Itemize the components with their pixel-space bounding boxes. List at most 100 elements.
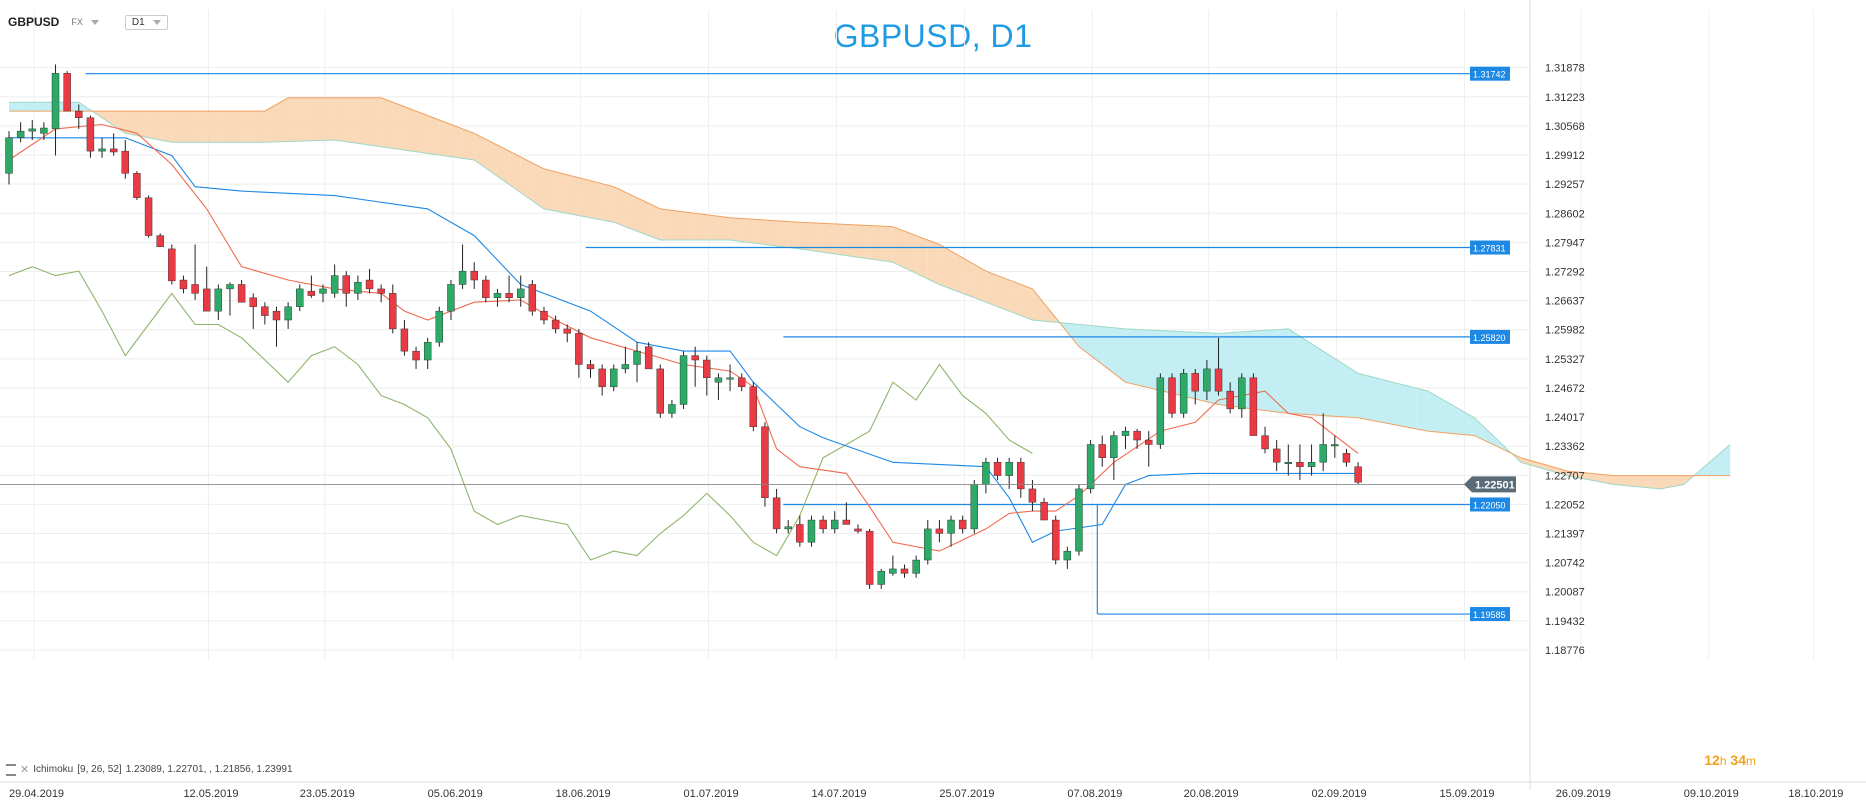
kumo-segment bbox=[288, 97, 300, 142]
candle-body bbox=[28, 128, 36, 132]
y-tick-label: 1.22052 bbox=[1545, 499, 1585, 511]
timeframe-select[interactable]: D1 bbox=[124, 14, 168, 30]
kumo-segment bbox=[927, 240, 940, 285]
candle-body bbox=[75, 110, 83, 118]
x-tick-label: 07.08.2019 bbox=[1067, 788, 1122, 800]
kumo-segment bbox=[1009, 280, 1021, 316]
candle-body bbox=[98, 148, 106, 152]
candle-body bbox=[330, 275, 339, 294]
kumo-segment bbox=[567, 174, 579, 216]
kumo-segment bbox=[1544, 464, 1556, 473]
senkou-b-line bbox=[9, 97, 1731, 477]
candle-body bbox=[1296, 462, 1304, 467]
kumo-segment bbox=[1323, 351, 1335, 417]
kumo-segment bbox=[660, 208, 672, 241]
candle-body bbox=[51, 73, 60, 130]
candle-body bbox=[1272, 448, 1281, 463]
candle-body bbox=[191, 284, 199, 294]
kumo-segment bbox=[1404, 385, 1417, 429]
kumo-segment bbox=[590, 180, 603, 221]
kumo-segment bbox=[962, 257, 975, 298]
y-tick-label: 1.29257 bbox=[1545, 179, 1585, 191]
candle-body bbox=[1214, 368, 1223, 392]
candle-body bbox=[679, 355, 688, 405]
candle-body bbox=[807, 519, 816, 543]
candle-body bbox=[447, 284, 455, 312]
candle-body bbox=[1121, 430, 1130, 436]
x-tick-label: 29.04.2019 bbox=[9, 788, 64, 800]
kumo-segment bbox=[1346, 365, 1359, 418]
level-label-bg bbox=[1470, 240, 1510, 255]
candle-body bbox=[296, 288, 304, 307]
kumo-segment bbox=[1288, 328, 1300, 415]
kumo-segment bbox=[392, 102, 405, 151]
candle-body bbox=[621, 364, 630, 370]
candle-body bbox=[389, 293, 397, 330]
kumo-segment bbox=[311, 97, 324, 141]
candle-body bbox=[563, 328, 571, 334]
countdown-hours: 12 bbox=[1704, 752, 1720, 768]
candle-body bbox=[249, 297, 257, 307]
kumo-segment bbox=[427, 115, 440, 156]
kumo-segment bbox=[9, 102, 21, 112]
kumo-segment bbox=[1392, 382, 1405, 427]
candle-body bbox=[598, 368, 606, 387]
kumo-segment bbox=[183, 111, 196, 143]
kumo-segment bbox=[334, 97, 347, 142]
kumo-segment bbox=[346, 97, 358, 144]
kumo-segment bbox=[520, 157, 533, 201]
candle-body bbox=[377, 288, 385, 294]
countdown-minutes-unit: m bbox=[1746, 754, 1756, 768]
candle-body bbox=[668, 404, 676, 414]
candle-body bbox=[1017, 462, 1025, 490]
kumo-segment bbox=[1648, 475, 1661, 489]
kumo-segment bbox=[857, 225, 870, 259]
candle-body bbox=[900, 568, 909, 574]
candle-body bbox=[831, 519, 839, 530]
candle-body bbox=[505, 293, 513, 298]
candle-body bbox=[1028, 488, 1037, 503]
indicator-settings-icon[interactable] bbox=[6, 763, 16, 776]
kumo-segment bbox=[613, 186, 626, 227]
candle-body bbox=[772, 497, 781, 530]
symbol-dropdown-icon[interactable] bbox=[90, 19, 99, 25]
kumo-segment bbox=[462, 128, 475, 161]
kumo-segment bbox=[1113, 327, 1126, 383]
kumo-segment bbox=[741, 218, 754, 243]
candle-body bbox=[1110, 435, 1118, 459]
kumo-segment bbox=[578, 177, 591, 218]
y-tick-label: 1.29912 bbox=[1545, 150, 1585, 162]
candle-body bbox=[179, 279, 188, 290]
y-tick-label: 1.27292 bbox=[1545, 266, 1585, 278]
kumo-segment bbox=[439, 120, 451, 157]
kumo-segment bbox=[1625, 475, 1638, 487]
kumo-segment bbox=[951, 251, 963, 294]
y-tick-label: 1.24017 bbox=[1545, 412, 1585, 424]
kumo-segment bbox=[602, 183, 614, 223]
candle-body bbox=[1156, 377, 1165, 445]
candle-body bbox=[854, 528, 862, 532]
candle-body bbox=[842, 519, 851, 525]
kumo-segment bbox=[846, 224, 858, 258]
kumo-segment bbox=[1032, 288, 1045, 322]
kumo-segment bbox=[1334, 358, 1347, 418]
candle-body bbox=[970, 484, 978, 530]
candle-body bbox=[284, 306, 292, 321]
close-icon[interactable]: ✕ bbox=[20, 764, 30, 776]
kumo-segment bbox=[974, 264, 986, 303]
timeframe-label: D1 bbox=[131, 16, 145, 28]
kumo-segment bbox=[555, 171, 568, 214]
kumo-segment bbox=[1555, 467, 1568, 476]
kumo-segment bbox=[834, 223, 847, 256]
candle-body bbox=[458, 270, 467, 285]
candle-body bbox=[993, 462, 1002, 476]
kumo-segment bbox=[1439, 397, 1452, 434]
kumo-segment bbox=[1067, 323, 1079, 347]
kumo-segment bbox=[357, 97, 370, 146]
kumo-segment bbox=[625, 192, 638, 232]
candle-body bbox=[1319, 444, 1327, 463]
candle-countdown: 12h 34m bbox=[1704, 752, 1756, 768]
indicator-params: [9, 26, 52] bbox=[77, 764, 122, 775]
level-label-bg bbox=[1470, 607, 1510, 622]
